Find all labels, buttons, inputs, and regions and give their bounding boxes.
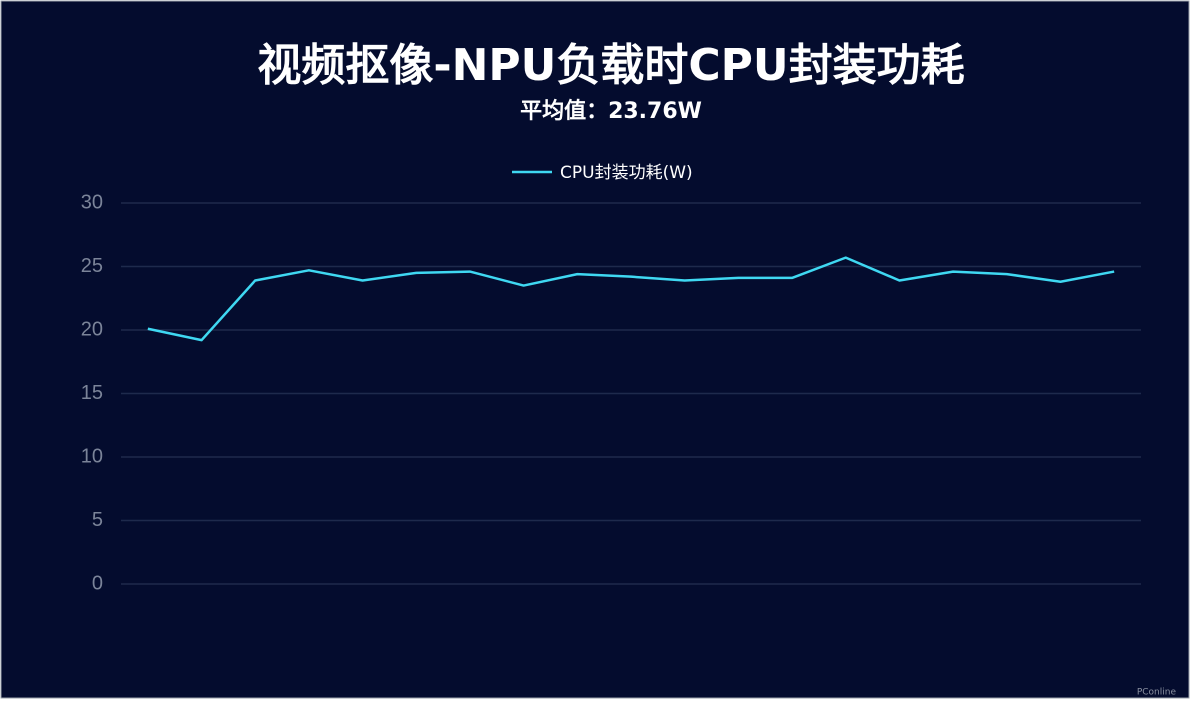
y-tick-label: 0 — [92, 572, 103, 594]
y-tick-label: 20 — [81, 318, 103, 340]
legend-label: CPU封装功耗(W) — [560, 163, 693, 183]
y-tick-label: 10 — [81, 445, 103, 467]
chart-title: 视频抠像-NPU负载时CPU封装功耗 — [257, 40, 964, 91]
y-tick-label: 30 — [81, 191, 103, 213]
watermark: PConline — [1137, 688, 1177, 698]
y-tick-label: 15 — [81, 382, 103, 404]
y-tick-label: 5 — [92, 509, 103, 531]
series-line — [147, 256, 1115, 342]
chart-subtitle: 平均值：23.76W — [520, 98, 702, 124]
y-tick-label: 25 — [81, 255, 103, 277]
